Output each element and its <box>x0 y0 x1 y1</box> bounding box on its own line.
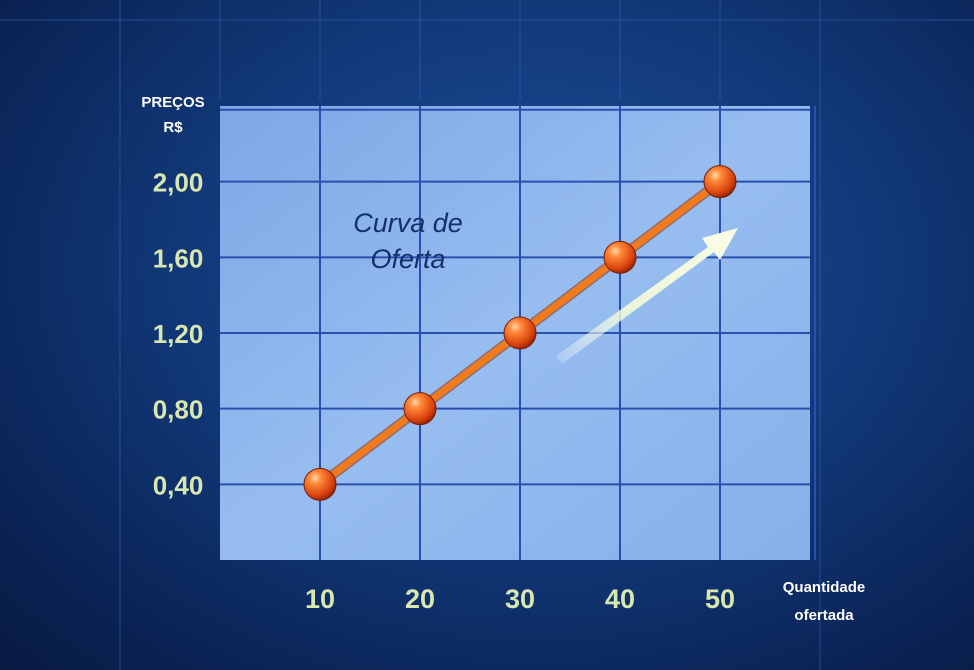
y-tick-label: 2,00 <box>153 168 204 198</box>
annotation-curve-label: Curva de Oferta <box>353 208 463 274</box>
x-tick-labels: 10 20 30 40 50 <box>305 584 735 614</box>
axis-y-title: PREÇOS R$ <box>141 94 204 136</box>
data-point <box>303 467 337 501</box>
data-point <box>403 392 437 426</box>
axis-y-title-line-2: R$ <box>163 119 183 136</box>
axis-x-title-line-2: ofertada <box>794 607 854 624</box>
trend-arrow-shape <box>556 228 738 364</box>
x-tick-label: 40 <box>605 584 635 614</box>
trend-arrow <box>556 228 738 364</box>
data-point <box>603 240 637 274</box>
data-point <box>703 165 737 199</box>
x-tick-label: 10 <box>305 584 335 614</box>
axis-x-title: Quantidade ofertada <box>783 579 866 624</box>
y-tick-labels: 0,40 0,80 1,20 1,60 2,00 <box>153 168 204 501</box>
annotation-line-1: Curva de <box>353 208 463 238</box>
annotation-line-2: Oferta <box>370 244 445 274</box>
y-tick-label: 1,20 <box>153 319 204 349</box>
x-tick-label: 20 <box>405 584 435 614</box>
y-tick-label: 0,80 <box>153 395 204 425</box>
axis-x-title-line-1: Quantidade <box>783 579 866 596</box>
x-tick-label: 30 <box>505 584 535 614</box>
y-tick-label: 1,60 <box>153 243 204 273</box>
axis-y-title-line-1: PREÇOS <box>141 94 204 111</box>
x-tick-label: 50 <box>705 584 735 614</box>
series-supply <box>303 165 737 501</box>
y-tick-label: 0,40 <box>153 470 204 500</box>
data-point <box>503 316 537 350</box>
